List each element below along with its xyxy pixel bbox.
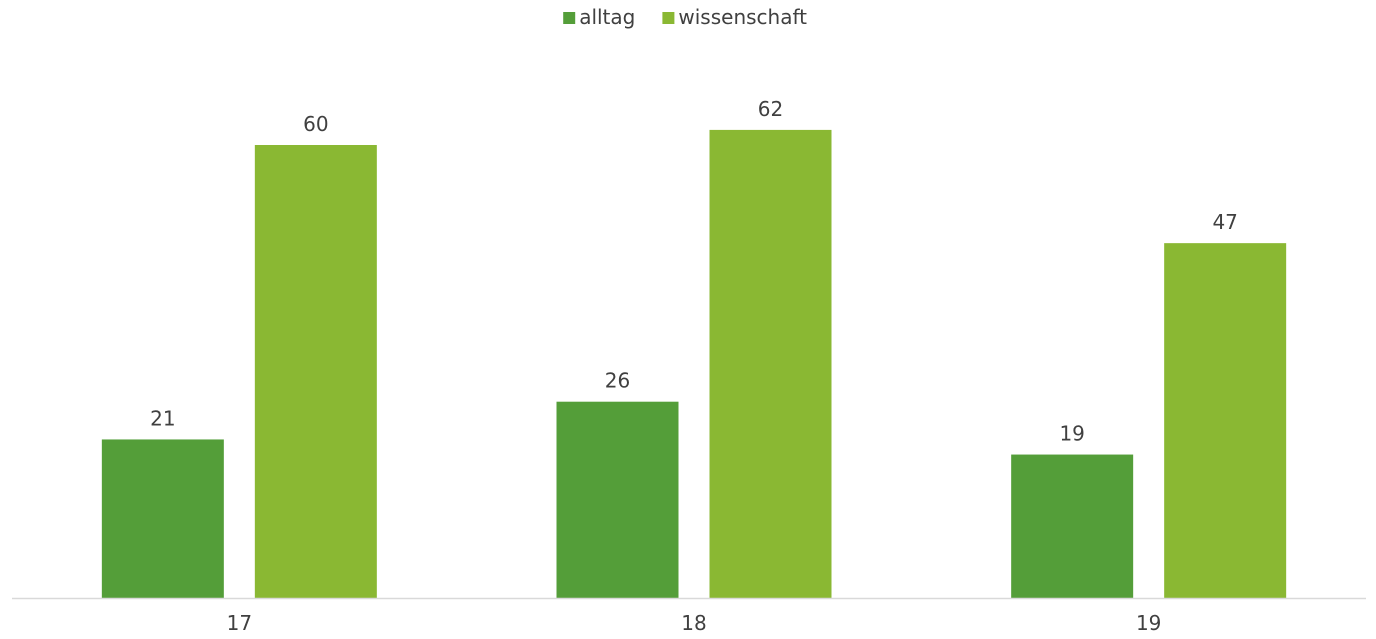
bar-alltag-17 [101,439,224,598]
data-labels: 21 60 26 62 19 47 [150,97,1238,446]
bar-alltag-19 [1011,454,1134,598]
legend-item-alltag: alltag [563,5,635,29]
legend-swatch-alltag [563,12,576,24]
x-tick-label-18: 18 [681,611,706,635]
legend-label-wissenschaft: wissenschaft [678,5,807,29]
x-tick-label-19: 19 [1136,611,1161,635]
bar-alltag-18 [556,401,679,598]
x-tick-label-17: 17 [227,611,252,635]
legend: alltag wissenschaft [563,5,807,29]
bar-wissenschaft-17 [254,145,377,598]
data-label-wissenschaft-17: 60 [303,112,328,136]
x-tick-labels: 17 18 19 [227,611,1162,635]
data-label-alltag-18: 26 [605,369,630,393]
legend-item-wissenschaft: wissenschaft [662,5,807,29]
bar-wissenschaft-19 [1164,243,1287,598]
legend-swatch-wissenschaft [662,12,675,24]
bars [101,129,1287,598]
data-label-wissenschaft-19: 47 [1212,210,1237,234]
bar-wissenschaft-18 [709,129,832,598]
data-label-wissenschaft-18: 62 [758,97,783,121]
data-label-alltag-19: 19 [1059,422,1084,446]
data-label-alltag-17: 21 [150,406,175,430]
legend-label-alltag: alltag [579,5,635,29]
